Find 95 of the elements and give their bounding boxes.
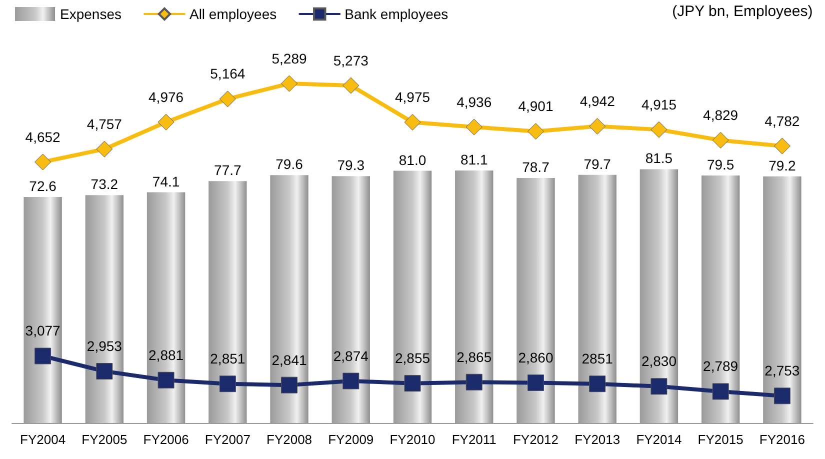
x-tick-label: FY2015 [698,432,744,447]
bar [24,196,62,423]
point [96,363,113,380]
bar [763,176,802,423]
legend-label: Expenses [60,6,122,22]
x-tick-label: FY2010 [390,432,436,447]
point [466,374,482,390]
point [527,374,544,391]
point [404,114,421,130]
data-label: 4,652 [25,128,61,145]
data-label: 79.5 [706,156,734,172]
data-label: 4,976 [148,88,184,105]
bar [455,170,494,423]
data-label: 79.6 [276,156,304,172]
data-label: 2,865 [456,348,492,365]
data-label: 4,757 [86,116,122,132]
bar [146,192,186,423]
point [774,138,790,154]
bar [208,181,247,423]
data-label: 4,936 [456,94,492,110]
data-label: 4,901 [518,98,554,114]
bar [640,169,678,423]
x-tick-label: FY2008 [266,432,312,447]
point [650,378,668,395]
data-label: 72.6 [29,178,57,194]
legend-label: Bank employees [344,6,448,22]
data-label: 2851 [582,350,614,367]
data-label: 2,855 [394,350,430,366]
data-label: 4,782 [764,112,800,129]
point [158,372,174,388]
data-label: 2,753 [764,362,800,379]
x-tick-label: FY2013 [574,432,620,447]
x-tick-label: FY2011 [452,432,496,447]
data-label: 74.1 [152,173,180,190]
data-label: 2,841 [272,352,307,368]
data-label: 73.2 [90,176,118,192]
bar [393,170,432,423]
bar [516,178,555,423]
annotation: (JPY bn, Employees) [672,3,813,20]
x-tick-label: FY2016 [759,432,805,447]
point [96,140,113,158]
bar [85,195,124,423]
data-label: 4,915 [641,96,677,112]
point [34,348,52,364]
data-label: 79.3 [337,157,365,174]
x-tick-label: FY2004 [20,432,66,447]
data-label: 78.7 [522,158,550,175]
point [650,121,668,138]
point [281,376,298,394]
data-label: 77.7 [214,162,242,178]
x-tick-label: FY2006 [143,432,189,447]
point [712,132,729,148]
point [589,376,606,392]
data-label: 2,881 [148,346,184,363]
data-label: 2,851 [210,350,246,367]
data-label: 81.1 [460,151,488,168]
data-label: 81.5 [645,150,673,166]
bar [270,175,308,423]
bar [332,176,370,423]
data-label: 5,273 [333,52,369,68]
data-label: 2,860 [518,349,554,366]
x-tick-label: FY2009 [328,432,374,447]
data-label: 2,953 [86,338,122,354]
x-tick-label: FY2005 [82,432,128,447]
data-label: 4,975 [394,88,430,105]
point [342,372,360,390]
x-tick-label: FY2007 [204,432,250,447]
point [158,114,174,130]
data-label: 4,942 [580,93,616,110]
data-label: 2,830 [641,353,677,370]
data-label: 79.2 [768,157,796,174]
legend-label: All employees [189,6,277,22]
point [466,118,482,136]
point [219,376,236,392]
data-label: 5,164 [210,66,246,82]
point [589,118,606,135]
point [34,154,52,170]
point [281,75,298,92]
bar [701,175,740,423]
bar [578,174,616,423]
point [219,90,236,108]
point [712,383,729,400]
data-label: 3,077 [25,322,61,339]
data-label: 2,874 [333,348,369,364]
point [404,375,421,392]
data-label: 79.7 [584,156,612,172]
data-label: 81.0 [398,152,426,168]
point [527,123,544,140]
data-label: 2,789 [703,358,738,374]
x-tick-label: FY2014 [636,432,682,447]
data-label: 5,289 [272,50,307,66]
point [342,77,360,94]
data-label: 4,829 [703,106,738,123]
x-tick-label: FY2012 [512,432,559,447]
point [774,388,790,404]
